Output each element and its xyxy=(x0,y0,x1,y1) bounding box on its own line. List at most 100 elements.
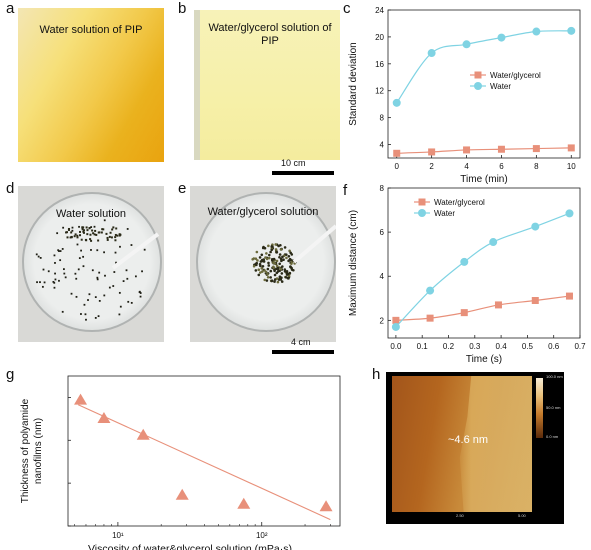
series-line-water-glycerol xyxy=(396,147,572,154)
particle xyxy=(77,268,80,271)
particle xyxy=(94,296,97,299)
particle xyxy=(143,248,146,251)
particle xyxy=(85,318,87,321)
particle xyxy=(274,248,278,251)
particle xyxy=(114,236,117,239)
data-point-water xyxy=(427,49,436,58)
particle xyxy=(88,227,91,230)
particle xyxy=(82,230,85,233)
afm-colorbar xyxy=(536,378,543,438)
particle xyxy=(57,249,60,252)
particle xyxy=(106,236,109,239)
particle xyxy=(275,264,279,268)
x-tick-label: 10¹ xyxy=(112,531,124,540)
legend-marker xyxy=(474,71,482,79)
y-axis-label-line1: Thickness of polyamide xyxy=(20,398,31,503)
particle xyxy=(118,234,121,237)
particle xyxy=(118,233,121,236)
scalebar-top-label: 10 cm xyxy=(281,158,306,168)
particle xyxy=(267,261,270,265)
particle xyxy=(76,243,79,246)
particle xyxy=(80,249,82,252)
panel-letter-c: c xyxy=(343,0,351,17)
particle xyxy=(139,292,142,294)
particle xyxy=(262,258,265,261)
pipette xyxy=(111,232,160,270)
particle xyxy=(66,236,69,239)
y-tick-label: 8 xyxy=(380,184,385,193)
petri-dish-e xyxy=(196,192,336,332)
particle xyxy=(281,255,284,259)
particle xyxy=(96,249,99,252)
photo-dish-water-glycerol: Water/glycerol solution xyxy=(190,186,336,342)
particle xyxy=(98,231,101,234)
particle xyxy=(275,277,279,280)
particle xyxy=(280,259,283,263)
data-point-water-glycerol xyxy=(567,144,575,152)
particle xyxy=(96,278,99,281)
particle xyxy=(279,243,282,247)
legend-marker xyxy=(418,209,426,217)
x-axis-label: Viscosity of water&glycerol solution (mP… xyxy=(88,543,292,550)
particle xyxy=(272,265,275,269)
particle xyxy=(80,238,83,241)
particle xyxy=(258,262,262,266)
x-tick-label: 0 xyxy=(395,162,400,171)
plot-frame xyxy=(387,9,581,159)
photo-caption-d: Water solution xyxy=(56,208,126,220)
particle xyxy=(284,275,288,279)
particle xyxy=(94,317,97,319)
particle xyxy=(273,269,276,273)
particle xyxy=(79,234,82,237)
data-point-water xyxy=(489,238,498,247)
particle xyxy=(266,273,269,276)
particle xyxy=(108,286,111,289)
particle xyxy=(83,303,86,306)
particle xyxy=(88,293,91,296)
particle xyxy=(82,255,85,258)
particle xyxy=(91,269,94,272)
particle xyxy=(286,272,290,276)
series-line-water xyxy=(395,212,570,328)
panel-letter-f: f xyxy=(343,182,348,199)
particle xyxy=(102,228,105,231)
plot-frame xyxy=(387,187,581,339)
chart-thickness-viscosity: 10¹ 10² Viscosity of water&glycerol soluti… xyxy=(20,375,341,550)
particle xyxy=(270,245,274,248)
particle xyxy=(54,278,57,281)
particle xyxy=(53,281,56,284)
data-point-water-glycerol xyxy=(426,314,434,322)
data-point-water xyxy=(497,33,506,42)
particle xyxy=(115,261,117,264)
particle xyxy=(287,277,290,280)
data-point-water-glycerol xyxy=(565,292,573,300)
x-tick-label: 0.6 xyxy=(548,342,560,351)
y-tick-label: 2 xyxy=(380,316,385,325)
particle xyxy=(83,229,86,232)
particle xyxy=(280,280,284,283)
particle xyxy=(269,276,272,279)
particles-d xyxy=(35,219,160,321)
particle xyxy=(279,257,283,261)
particle xyxy=(65,231,68,234)
particle xyxy=(130,244,133,246)
particle xyxy=(111,228,114,231)
particle xyxy=(264,256,267,259)
particle xyxy=(113,271,116,273)
particle xyxy=(86,233,89,236)
particle xyxy=(275,251,278,254)
data-point-water xyxy=(565,209,574,218)
particle xyxy=(98,271,101,274)
legend-marker xyxy=(474,82,482,90)
particle xyxy=(263,278,267,282)
afm-image: ~4.6 nm 100.0 nm 50.0 nm 0.0 nm 2.50 5.0… xyxy=(386,372,564,524)
series-line-water xyxy=(396,30,572,104)
y-tick-label: 24 xyxy=(375,6,384,15)
particle xyxy=(97,239,100,242)
particle xyxy=(279,248,283,251)
particle xyxy=(58,279,60,282)
particle xyxy=(78,257,81,260)
particle xyxy=(39,256,42,259)
y-tick-label: 6 xyxy=(380,228,385,237)
particle xyxy=(287,254,291,258)
